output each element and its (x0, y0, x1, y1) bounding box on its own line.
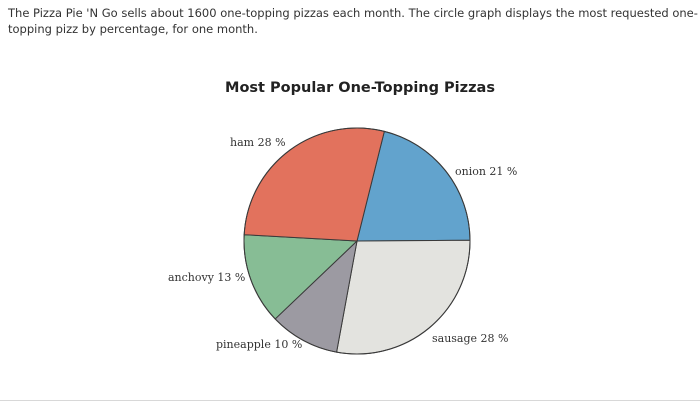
slice-label-pineapple: pineapple 10 % (216, 338, 302, 351)
divider (0, 400, 700, 401)
chart-title: Most Popular One-Topping Pizzas (225, 80, 495, 96)
pie-outline (243, 127, 471, 355)
slice-label-anchovy: anchovy 13 % (168, 271, 245, 284)
problem-text: The Pizza Pie 'N Go sells about 1600 one… (8, 6, 698, 36)
slice-label-ham: ham 28 % (230, 136, 286, 149)
slice-label-onion: onion 21 % (455, 165, 517, 178)
slice-label-sausage: sausage 28 % (432, 332, 508, 345)
